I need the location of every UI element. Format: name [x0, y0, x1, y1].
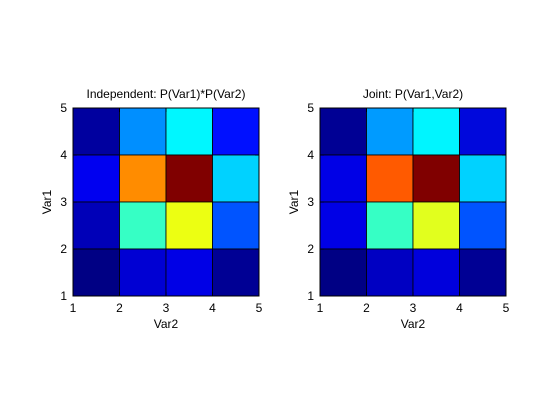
heatmap-cell — [319, 154, 367, 203]
y-tick-label: 3 — [307, 195, 314, 209]
x-tick-label: 2 — [363, 301, 370, 315]
x-tick-label: 5 — [256, 301, 263, 315]
x-tick-label: 4 — [209, 301, 216, 315]
heatmap-cell — [165, 248, 213, 297]
heatmap-cell — [459, 154, 507, 203]
heatmap-cell — [212, 248, 260, 297]
heatmap-cell — [119, 107, 167, 156]
y-tick-label: 2 — [60, 242, 67, 256]
x-tick-label: 5 — [503, 301, 510, 315]
chart-title: Joint: P(Var1,Var2) — [363, 87, 463, 101]
heatmap-cell — [412, 248, 460, 297]
heatmap-cell — [412, 201, 460, 250]
heatmap-cell — [366, 154, 414, 203]
heatmap-independent: 1 2 3 4 5 1 2 3 4 5 Independent: P(Var1)*P(Var2) Va… — [40, 87, 263, 331]
y-tick-label: 3 — [60, 195, 67, 209]
heatmap-cell — [459, 248, 507, 297]
x-tick-label: 1 — [317, 301, 324, 315]
x-tick-label: 3 — [410, 301, 417, 315]
y-tick-label: 4 — [60, 148, 67, 162]
heatmap-cell — [412, 107, 460, 156]
x-tick-label: 3 — [163, 301, 170, 315]
y-tick-label: 1 — [307, 289, 314, 303]
heatmap-cell — [459, 107, 507, 156]
heatmap-cell — [72, 154, 120, 203]
heatmap-cell — [165, 154, 213, 203]
heatmap-cell — [319, 107, 367, 156]
heatmap-cell — [72, 201, 120, 250]
x-axis-label: Var2 — [401, 317, 426, 331]
heatmap-cell — [119, 201, 167, 250]
heatmap-cell — [212, 201, 260, 250]
x-tick-label: 2 — [116, 301, 123, 315]
y-tick-label: 1 — [60, 289, 67, 303]
x-tick-label: 1 — [70, 301, 77, 315]
heatmap-cell — [165, 107, 213, 156]
heatmap-cell — [212, 154, 260, 203]
heatmap-cell — [366, 201, 414, 250]
heatmap-cell — [412, 154, 460, 203]
heatmap-cell — [119, 248, 167, 297]
heatmap-cell — [459, 201, 507, 250]
heatmap-cell — [366, 248, 414, 297]
heatmap-cell — [119, 154, 167, 203]
y-tick-label: 5 — [60, 101, 67, 115]
y-tick-label: 4 — [307, 148, 314, 162]
y-tick-label: 5 — [307, 101, 314, 115]
chart-title: Independent: P(Var1)*P(Var2) — [87, 87, 246, 101]
heatmap-cell — [165, 201, 213, 250]
heatmap-cell — [319, 201, 367, 250]
y-tick-label: 2 — [307, 242, 314, 256]
y-axis-label: Var1 — [287, 189, 301, 214]
x-tick-label: 4 — [456, 301, 463, 315]
y-axis-label: Var1 — [40, 189, 54, 214]
heatmap-cell — [366, 107, 414, 156]
x-axis-label: Var2 — [154, 317, 179, 331]
heatmap-cell — [319, 248, 367, 297]
heatmap-cell — [72, 107, 120, 156]
heatmap-joint: 1 2 3 4 5 1 2 3 4 5 Joint: P(Var1,Var2) Var2 Var1 — [287, 87, 510, 331]
heatmap-cell — [72, 248, 120, 297]
heatmap-cell — [212, 107, 260, 156]
